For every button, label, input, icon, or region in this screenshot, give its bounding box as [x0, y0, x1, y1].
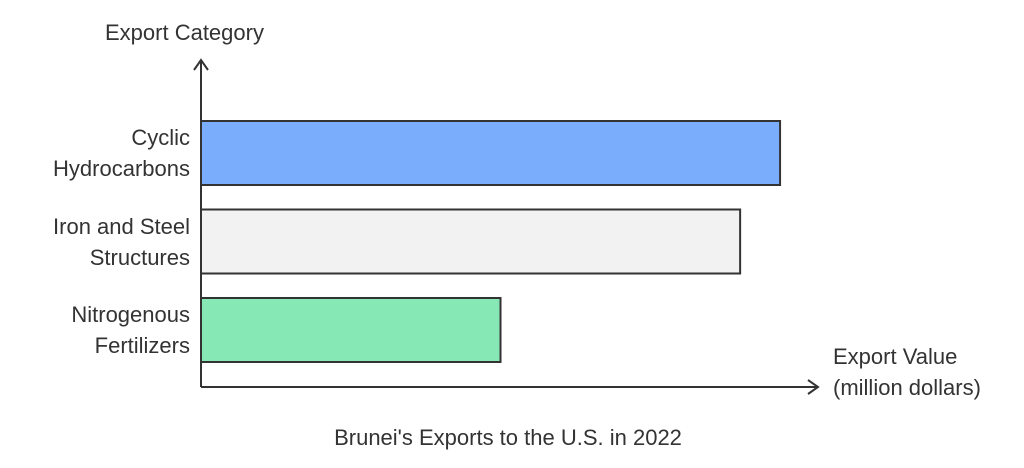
x-axis-arrow — [807, 379, 820, 395]
category-label: Iron and Steel Structures — [53, 213, 190, 270]
y-axis-arrow — [193, 58, 209, 71]
category-label: Cyclic Hydrocarbons — [53, 125, 190, 181]
bar — [200, 120, 782, 186]
y-axis-label: Export Category — [105, 20, 264, 45]
x-axis-label: Export Value (million dollars) — [833, 344, 981, 400]
chart-title: Brunei's Exports to the U.S. in 2022 — [334, 425, 682, 450]
bar — [200, 208, 742, 275]
category-label: Nitrogenous Fertilizers — [71, 302, 190, 358]
bar — [200, 297, 502, 363]
